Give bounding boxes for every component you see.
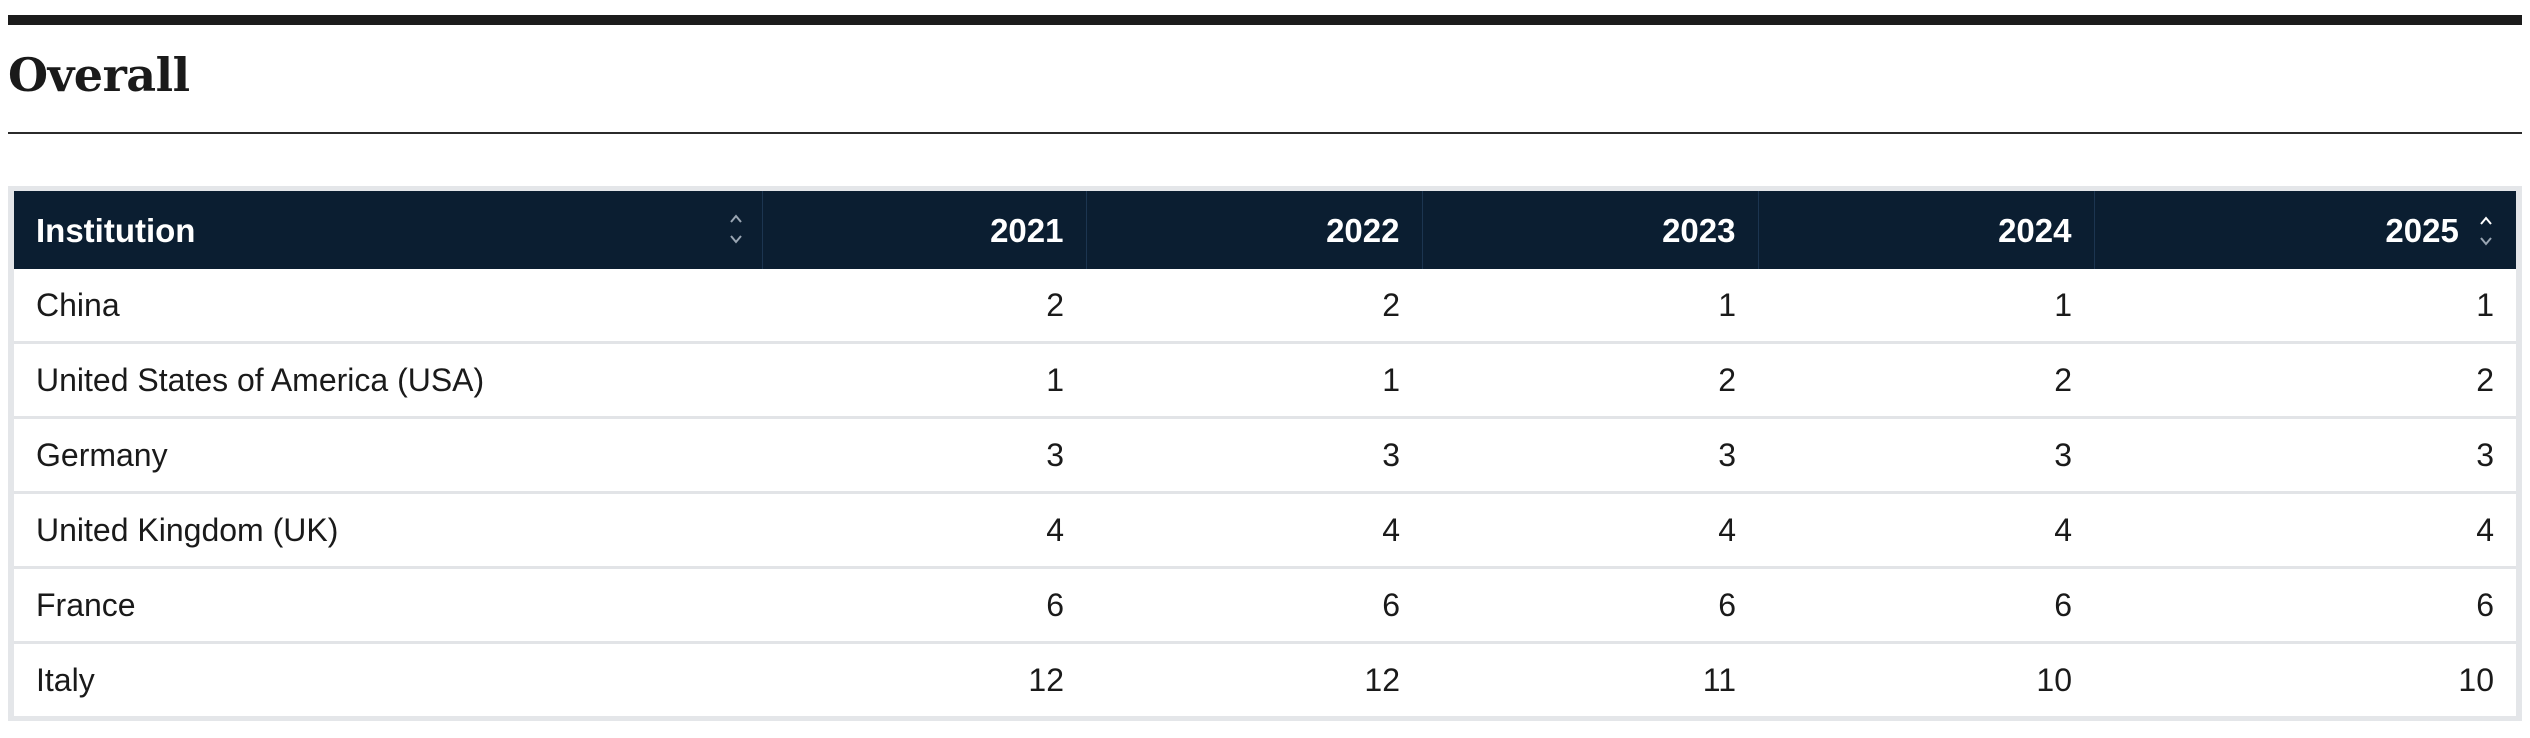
column-header-label: 2024 [1998, 212, 2072, 250]
sort-up-icon [2480, 216, 2492, 225]
column-header-2023[interactable]: 2023 [1422, 191, 1759, 269]
rank-cell: 6 [2094, 567, 2516, 644]
column-header-2024[interactable]: 2024 [1758, 191, 2095, 269]
rank-cell: 3 [1422, 417, 1758, 494]
sort-icon[interactable] [728, 211, 744, 247]
rank-cell: 3 [2094, 417, 2516, 494]
rank-cell: 2 [1758, 342, 2094, 419]
table-header-row: Institution 2021 2022 2023 2024 2025 [14, 191, 2516, 269]
rank-cell: 6 [1086, 567, 1422, 644]
rank-cell: 10 [2458, 661, 2494, 698]
overall-section: Overall Institution [8, 0, 2522, 721]
rank-cell: 1 [2094, 269, 2516, 344]
rank-cell: 4 [1758, 492, 2094, 569]
table-row: Germany 3 3 3 3 3 [14, 417, 2516, 494]
institution-cell: France [14, 567, 762, 644]
top-rule [8, 15, 2522, 25]
column-header-label: 2022 [1326, 212, 1400, 250]
column-header-label: 2023 [1662, 212, 1736, 250]
table-row: United Kingdom (UK) 4 4 4 4 4 [14, 492, 2516, 569]
rank-cell: 12 [1028, 661, 1064, 698]
table-row: China 2 2 1 1 1 [14, 269, 2516, 344]
rank-cell: 1 [1422, 269, 1758, 344]
ranking-table: Institution 2021 2022 2023 2024 2025 [14, 191, 2516, 716]
rank-cell: 10 [2036, 661, 2072, 698]
rank-cell: 6 [762, 567, 1086, 644]
institution-cell: China [14, 269, 762, 344]
rank-cell: 4 [1086, 492, 1422, 569]
sort-down-icon [2480, 237, 2492, 246]
institution-cell: United Kingdom (UK) [14, 492, 762, 569]
column-header-2025[interactable]: 2025 [2094, 191, 2516, 269]
title-divider [8, 132, 2522, 134]
rank-cell: 6 [1758, 567, 2094, 644]
rank-cell: 3 [1086, 417, 1422, 494]
rank-cell: 2 [1422, 342, 1758, 419]
rank-cell: 2 [762, 269, 1086, 344]
table-row: France 6 6 6 6 6 [14, 567, 2516, 644]
table-row: United States of America (USA) 1 1 2 2 2 [14, 342, 2516, 419]
institution-cell: Italy [36, 661, 95, 698]
column-header-label: Institution [36, 212, 196, 250]
column-header-2021[interactable]: 2021 [762, 191, 1087, 269]
rank-cell: 11 [1702, 661, 1736, 698]
sort-up-icon [729, 214, 742, 223]
column-header-label: 2021 [990, 212, 1064, 250]
sort-down-icon [729, 235, 742, 244]
rank-cell: 2 [1086, 269, 1422, 344]
rank-cell: 12 [1364, 661, 1400, 698]
rank-cell: 6 [1422, 567, 1758, 644]
rank-cell: 4 [2094, 492, 2516, 569]
rank-cell: 1 [1758, 269, 2094, 344]
institution-cell: Germany [14, 417, 762, 494]
rank-cell: 3 [762, 417, 1086, 494]
section-title: Overall [8, 48, 190, 102]
rank-cell: 4 [762, 492, 1086, 569]
table-row: Italy 12 12 11 10 10 [14, 643, 2516, 717]
column-header-label: 2025 [2385, 212, 2459, 250]
rank-cell: 1 [1086, 342, 1422, 419]
ranking-table-frame: Institution 2021 2022 2023 2024 2025 [8, 186, 2522, 721]
rank-cell: 3 [1758, 417, 2094, 494]
rank-cell: 4 [1422, 492, 1758, 569]
institution-cell: United States of America (USA) [14, 342, 762, 419]
sort-icon[interactable] [2478, 213, 2494, 249]
column-header-institution[interactable]: Institution [14, 191, 763, 269]
rank-cell: 2 [2094, 342, 2516, 419]
rank-cell: 1 [762, 342, 1086, 419]
column-header-2022[interactable]: 2022 [1086, 191, 1423, 269]
